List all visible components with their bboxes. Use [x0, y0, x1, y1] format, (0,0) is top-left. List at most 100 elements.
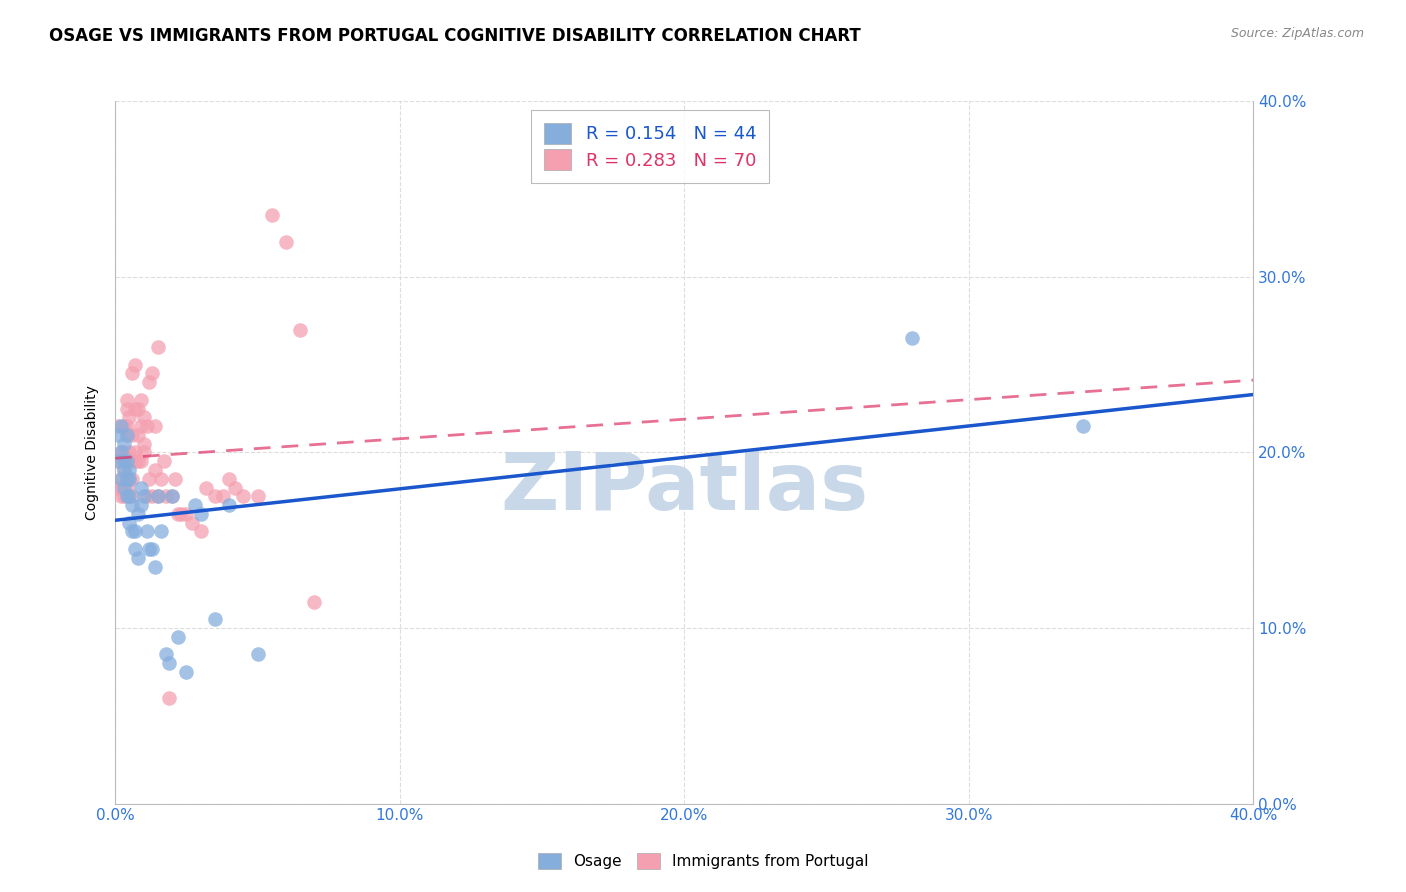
Point: [127, 550, 149, 565]
Point: [155, 648, 177, 662]
Point: [170, 507, 193, 521]
Point: [163, 472, 186, 486]
Text: OSAGE VS IMMIGRANTS FROM PORTUGAL COGNITIVE DISABILITY CORRELATION CHART: OSAGE VS IMMIGRANTS FROM PORTUGAL COGNIT…: [49, 27, 860, 45]
Point: [132, 436, 155, 450]
Point: [195, 481, 218, 495]
Point: [143, 559, 166, 574]
Point: [1071, 419, 1094, 434]
Point: [107, 481, 129, 495]
Point: [190, 524, 212, 539]
Point: [138, 541, 160, 556]
Point: [112, 445, 135, 459]
Point: [176, 665, 198, 679]
Point: [181, 516, 204, 530]
Point: [149, 472, 172, 486]
Point: [146, 489, 169, 503]
Point: [127, 401, 149, 416]
Point: [124, 358, 146, 372]
Point: [124, 454, 146, 468]
Point: [115, 428, 138, 442]
Point: [127, 454, 149, 468]
Point: [152, 454, 174, 468]
Point: [121, 498, 143, 512]
Point: [176, 507, 198, 521]
Point: [115, 401, 138, 416]
Point: [110, 445, 132, 459]
Point: [304, 595, 326, 609]
Point: [135, 489, 157, 503]
Point: [118, 445, 141, 459]
Point: [121, 524, 143, 539]
Point: [107, 428, 129, 442]
Point: [218, 472, 240, 486]
Point: [146, 340, 169, 354]
Point: [143, 419, 166, 434]
Point: [129, 392, 152, 407]
Point: [118, 472, 141, 486]
Point: [118, 463, 141, 477]
Point: [274, 235, 297, 249]
Point: [143, 463, 166, 477]
Point: [224, 481, 246, 495]
Point: [112, 463, 135, 477]
Point: [127, 428, 149, 442]
Point: [107, 419, 129, 434]
Point: [118, 410, 141, 425]
Point: [124, 401, 146, 416]
Point: [901, 331, 924, 345]
Point: [112, 454, 135, 468]
Text: Source: ZipAtlas.com: Source: ZipAtlas.com: [1230, 27, 1364, 40]
Point: [135, 419, 157, 434]
Point: [112, 419, 135, 434]
Point: [204, 489, 226, 503]
Point: [246, 489, 269, 503]
Point: [121, 428, 143, 442]
Point: [118, 472, 141, 486]
Y-axis label: Cognitive Disability: Cognitive Disability: [86, 385, 100, 520]
Point: [138, 472, 160, 486]
Point: [121, 472, 143, 486]
Point: [121, 367, 143, 381]
Point: [124, 445, 146, 459]
Point: [127, 507, 149, 521]
Point: [115, 489, 138, 503]
Point: [118, 516, 141, 530]
Point: [204, 612, 226, 626]
Point: [124, 524, 146, 539]
Point: [160, 489, 183, 503]
Point: [118, 454, 141, 468]
Point: [115, 481, 138, 495]
Point: [190, 507, 212, 521]
Point: [115, 392, 138, 407]
Point: [290, 322, 312, 336]
Text: ZIPatlas: ZIPatlas: [501, 449, 869, 526]
Point: [212, 489, 235, 503]
Point: [110, 481, 132, 495]
Point: [138, 375, 160, 389]
Point: [115, 472, 138, 486]
Point: [112, 463, 135, 477]
Point: [157, 656, 180, 670]
Point: [129, 419, 152, 434]
Point: [132, 489, 155, 503]
Point: [167, 630, 190, 644]
Point: [157, 691, 180, 706]
Point: [115, 454, 138, 468]
Point: [110, 489, 132, 503]
Point: [107, 454, 129, 468]
Point: [141, 541, 163, 556]
Point: [146, 489, 169, 503]
Point: [141, 367, 163, 381]
Point: [218, 498, 240, 512]
Point: [149, 524, 172, 539]
Point: [132, 410, 155, 425]
Point: [121, 489, 143, 503]
Legend: Osage, Immigrants from Portugal: Osage, Immigrants from Portugal: [531, 847, 875, 875]
Point: [107, 454, 129, 468]
Point: [110, 472, 132, 486]
Point: [135, 524, 157, 539]
Point: [155, 489, 177, 503]
Point: [112, 454, 135, 468]
Point: [112, 489, 135, 503]
Point: [246, 648, 269, 662]
